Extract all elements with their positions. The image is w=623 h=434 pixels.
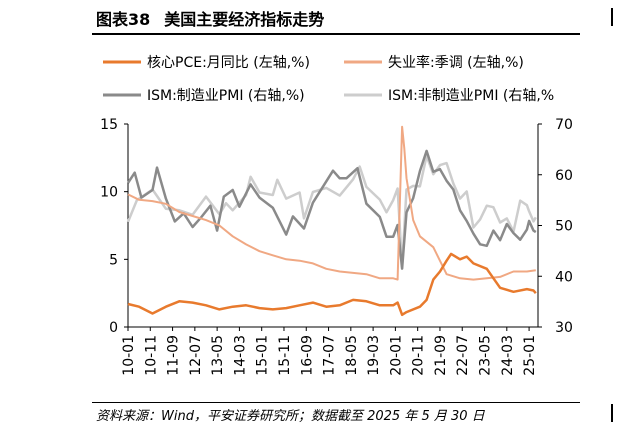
series-line-3 — [126, 154, 537, 269]
y-right-tick-label: 60 — [555, 168, 573, 184]
legend-label-2: ISM:制造业PMI (右轴,%) — [147, 88, 305, 104]
y-right-tick-label: 70 — [555, 117, 573, 133]
title-rule — [92, 33, 580, 35]
chart-axes: 0 5 10 15 30 40 50 60 70 10-01 10-11 11-09 12-07 13-0… — [100, 117, 573, 376]
x-tick-label: 19-03 — [366, 335, 382, 376]
x-tick-label: 20-11 — [411, 335, 427, 376]
figure-title-text: 美国主要经济指标走势 — [164, 10, 325, 29]
x-tick-label: 22-07 — [455, 335, 471, 376]
y-left-tick-label: 15 — [100, 117, 118, 133]
series-line-1 — [127, 125, 536, 281]
x-tick-label: 10-11 — [143, 335, 159, 376]
y-right-tick-label: 50 — [555, 219, 573, 235]
x-tick-label: 23-05 — [478, 335, 494, 376]
y-right-tick-label: 40 — [555, 269, 573, 285]
figure-number: 图表38 — [96, 10, 151, 29]
x-tick-label: 24-03 — [500, 335, 516, 376]
chart-series — [126, 125, 537, 317]
y-left-tick-label: 10 — [100, 185, 118, 201]
x-tick-label: 17-07 — [322, 335, 338, 376]
series-line-2 — [126, 149, 537, 270]
y-right-tick-label: 30 — [555, 320, 573, 336]
y-left-tick-label: 5 — [109, 252, 118, 268]
x-tick-label: 18-05 — [344, 335, 360, 376]
x-tick-label: 12-07 — [188, 335, 204, 376]
x-tick-label: 15-11 — [277, 335, 293, 376]
x-tick-label: 13-05 — [210, 335, 226, 376]
legend-label-1: 失业率:季调 (左轴,%) — [388, 54, 524, 71]
y-left-tick-label: 0 — [109, 320, 118, 336]
x-tick-label: 15-01 — [255, 335, 271, 376]
x-tick-label: 10-01 — [121, 335, 137, 376]
figure-title: 图表38 美国主要经济指标走势 — [96, 6, 324, 30]
source-rule — [92, 402, 580, 403]
x-tick-label: 16-09 — [299, 335, 315, 376]
legend: 核心PCE:月同比 (左轴,%) 失业率:季调 (左轴,%) ISM:制造业PMI … — [103, 54, 554, 104]
legend-label-0: 核心PCE:月同比 (左轴,%) — [147, 55, 310, 71]
legend-label-3: ISM:非制造业PMI (右轴,% — [388, 88, 554, 104]
adjacent-figure-edge-bottom — [611, 404, 613, 422]
x-tick-label: 14-03 — [232, 335, 248, 376]
series-line-0 — [127, 252, 537, 317]
adjacent-figure-edge — [611, 8, 613, 26]
x-tick-label: 11-09 — [166, 335, 182, 376]
source-note: 资料来源：Wind，平安证券研究所；数据截至 2025 年 5 月 30 日 — [96, 409, 485, 424]
x-tick-label: 25-01 — [522, 335, 538, 376]
x-tick-label: 21-09 — [433, 335, 449, 376]
x-tick-label: 20-01 — [388, 335, 404, 376]
